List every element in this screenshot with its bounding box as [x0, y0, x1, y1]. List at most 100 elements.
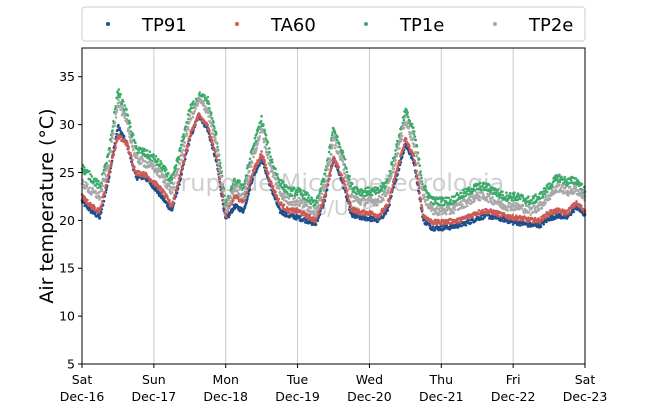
data-point [123, 114, 127, 118]
data-point [504, 196, 507, 199]
data-point [100, 189, 104, 193]
data-point [100, 203, 104, 206]
data-point [390, 174, 393, 177]
data-point [256, 142, 259, 145]
data-point [140, 162, 143, 165]
data-point [417, 184, 421, 187]
data-point [393, 164, 396, 168]
data-point [298, 204, 302, 207]
data-point [497, 198, 501, 201]
data-point [188, 114, 192, 117]
data-point [541, 195, 545, 199]
data-point [203, 94, 206, 97]
data-point [171, 176, 174, 179]
data-point [115, 108, 119, 112]
data-point [247, 192, 250, 196]
data-point [210, 111, 213, 115]
data-point [400, 134, 404, 138]
x-tick-date: Dec-22 [491, 389, 536, 404]
data-point [282, 198, 286, 202]
data-point [406, 111, 409, 114]
x-tick-day: Tue [286, 372, 309, 387]
data-point [388, 194, 392, 198]
data-point [179, 174, 182, 178]
data-point [119, 92, 122, 96]
data-point [420, 205, 424, 209]
data-point [95, 182, 99, 186]
data-point [281, 181, 285, 184]
data-point [473, 189, 477, 192]
data-point [438, 213, 441, 216]
data-point [185, 149, 188, 153]
data-point [130, 140, 134, 144]
data-point [342, 168, 346, 171]
data-point [386, 209, 390, 212]
data-point [233, 181, 236, 185]
data-point [317, 212, 321, 215]
data-point [459, 200, 463, 203]
data-point [115, 110, 118, 114]
data-point [516, 192, 520, 195]
data-point [239, 187, 242, 191]
data-point [424, 198, 427, 202]
data-point [186, 145, 189, 149]
data-point [184, 129, 188, 133]
data-point [208, 107, 211, 110]
data-point [307, 194, 311, 197]
data-point [219, 170, 222, 173]
data-point [128, 121, 132, 125]
data-point [416, 151, 420, 154]
x-tick-date: Dec-18 [203, 389, 248, 404]
data-point [358, 190, 362, 193]
data-point [171, 191, 174, 194]
data-point [501, 190, 504, 193]
data-point [404, 116, 407, 119]
data-point [313, 203, 317, 207]
data-point [108, 159, 111, 163]
data-point [568, 185, 572, 189]
data-point [120, 104, 123, 108]
data-point [227, 215, 231, 219]
data-point [210, 138, 214, 142]
data-point [410, 131, 413, 135]
data-point [133, 165, 136, 169]
data-point [564, 185, 567, 189]
data-point [334, 141, 338, 144]
data-point [324, 180, 328, 183]
data-point [225, 210, 228, 213]
data-point [215, 158, 219, 162]
data-point [96, 186, 99, 190]
data-point [182, 159, 186, 163]
data-point [395, 145, 399, 149]
data-point [243, 195, 246, 198]
data-point [103, 180, 107, 183]
data-point [309, 202, 313, 206]
y-tick-label: 30 [59, 117, 75, 132]
data-point [478, 199, 482, 202]
data-point [415, 169, 418, 173]
data-point [468, 195, 472, 199]
data-point [345, 189, 349, 193]
data-point [497, 215, 501, 218]
data-point [562, 189, 565, 193]
data-point [512, 193, 516, 197]
data-point [251, 172, 254, 176]
data-point [267, 153, 270, 157]
data-point [333, 130, 337, 133]
data-point [253, 143, 256, 147]
data-point [308, 213, 312, 217]
data-point [153, 164, 157, 167]
data-point [99, 196, 102, 199]
data-point [314, 214, 318, 217]
data-point [242, 199, 246, 203]
data-point [275, 181, 278, 185]
data-point [394, 162, 398, 166]
data-point [545, 220, 548, 224]
data-point [142, 170, 145, 174]
data-point [97, 214, 101, 217]
data-point [542, 190, 545, 193]
data-point [488, 197, 492, 200]
data-point [559, 186, 563, 190]
y-tick-label: 35 [59, 69, 75, 84]
data-point [176, 184, 179, 188]
